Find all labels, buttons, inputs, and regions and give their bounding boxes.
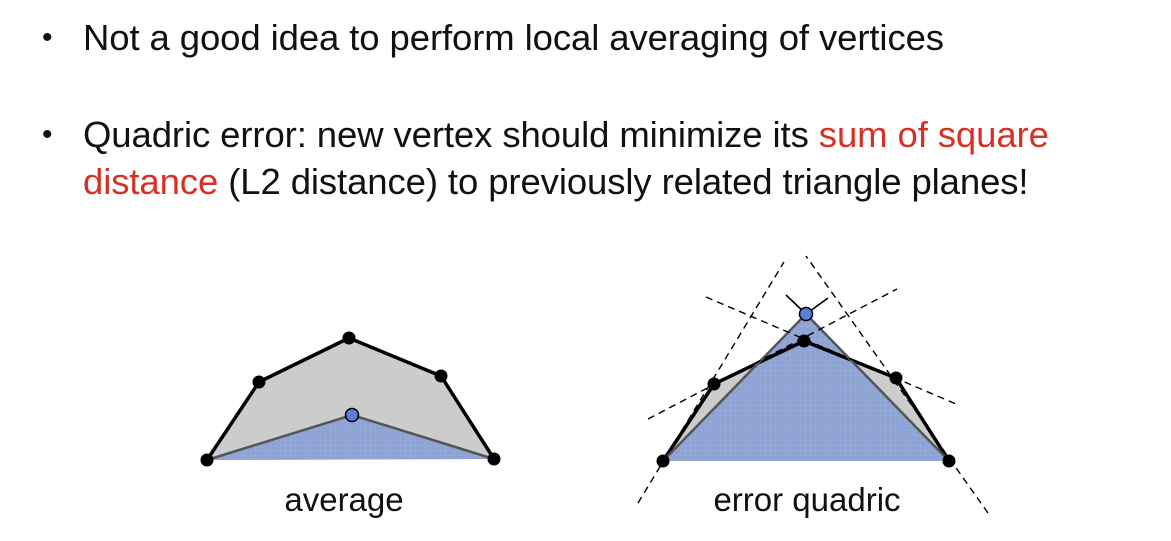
- bullet-dot: •: [42, 21, 53, 54]
- quadric-region: [663, 314, 949, 461]
- bullet-list: • Not a good idea to perform local avera…: [42, 14, 1152, 205]
- vertex: [434, 369, 448, 383]
- vertex: [797, 334, 811, 348]
- vertex: [656, 454, 670, 468]
- average-diagram: [200, 331, 501, 467]
- bullet-text: Quadric error: new vertex should minimiz…: [83, 111, 1152, 205]
- vertex: [707, 377, 721, 391]
- vertex: [487, 452, 501, 466]
- vertex: [942, 454, 956, 468]
- vertex: [200, 453, 214, 467]
- bullet-text-suffix: (L2 distance) to previously related tria…: [218, 161, 1029, 202]
- plane-line: [705, 296, 957, 405]
- bullet-item-local-averaging: • Not a good idea to perform local avera…: [42, 14, 1152, 61]
- averaged-vertex: [344, 407, 360, 423]
- vertex: [889, 371, 903, 385]
- highlighted-phrase: sum of square distance: [83, 114, 1049, 202]
- plane-line: [637, 261, 785, 504]
- caption-average: average: [284, 481, 404, 518]
- bullet-item-quadric-error: • Quadric error: new vertex should minim…: [42, 111, 1152, 205]
- vertex: [342, 331, 356, 345]
- plane-line: [647, 288, 898, 420]
- plane-line: [805, 255, 989, 514]
- averaged-region: [207, 415, 494, 460]
- vertex: [252, 375, 266, 389]
- bullet-text: Not a good idea to perform local averagi…: [83, 17, 944, 58]
- error-quadric-diagram: [637, 255, 989, 514]
- bullet-dot: •: [42, 118, 53, 151]
- quadric-vertex: [798, 306, 814, 322]
- bullet-text-prefix: Quadric error: new vertex should minimiz…: [83, 114, 819, 155]
- caption-error-quadric: error quadric: [713, 481, 901, 518]
